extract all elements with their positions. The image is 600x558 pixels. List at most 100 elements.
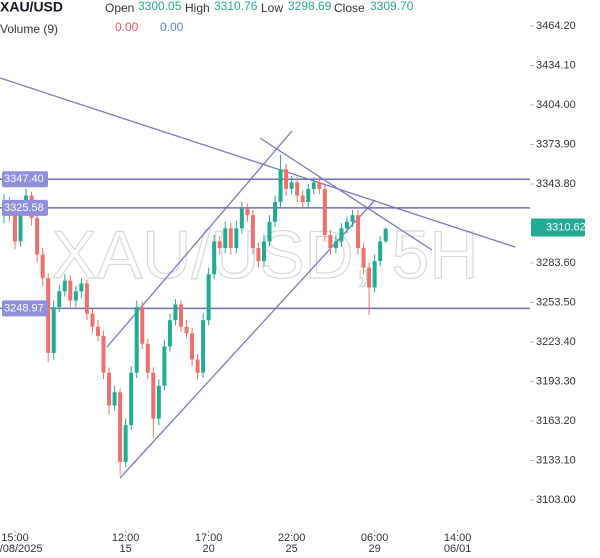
legend-value: 3298.69 [288, 0, 332, 13]
candle-body [35, 217, 40, 255]
y-tick-label: 3404.00 [536, 99, 576, 111]
trend-line [0, 77, 516, 248]
price-tag [531, 218, 585, 237]
candle-body [267, 221, 272, 242]
level-label: 3347.40 [4, 173, 44, 185]
candle-body [350, 215, 355, 222]
price-tag-label: 3310.62 [546, 221, 586, 233]
candle-body [311, 182, 316, 189]
candle-body [151, 372, 156, 419]
y-tick-label: 3253.50 [536, 296, 576, 308]
legend-value: 3310.76 [214, 0, 258, 13]
candle-body [18, 208, 23, 242]
candle-body [383, 228, 388, 242]
candle-body [339, 228, 344, 242]
legend-label: Open [105, 1, 134, 15]
x-tick-label: 17:00 [195, 532, 223, 544]
overlay: 3464.203434.103404.003373.903343.803313.… [0, 20, 586, 555]
candle-body [201, 320, 206, 373]
legend-label: High [185, 1, 210, 15]
candle-body [234, 228, 239, 249]
y-tick-label: 3343.80 [536, 178, 576, 190]
candle-body [322, 188, 327, 235]
candle-body [68, 280, 73, 301]
y-tick-label: 3193.30 [536, 375, 576, 387]
candle-body [212, 241, 217, 275]
x-tick-label: 06:00 [361, 532, 389, 544]
legend-value: 3300.05 [138, 0, 182, 13]
candle-body [378, 241, 383, 262]
y-tick-label: 3223.40 [536, 336, 576, 348]
y-tick-label: 3373.90 [536, 138, 576, 150]
candle-body [278, 169, 283, 203]
y-tick-label: 3103.00 [536, 494, 576, 506]
candle-body [328, 234, 333, 249]
candle-body [73, 291, 78, 301]
candle-body [95, 326, 100, 336]
candle-body [256, 248, 261, 262]
candle-body [40, 254, 45, 279]
candle-body [156, 385, 161, 419]
trend-line [119, 199, 376, 479]
candle-body [284, 169, 289, 189]
candle-body [361, 248, 366, 268]
x-tick-date: 06/01 [444, 543, 472, 555]
level-tag [2, 300, 48, 317]
symbol: XAU/USD [0, 0, 63, 15]
candle-body [300, 195, 305, 203]
candle-body [162, 346, 167, 386]
candle-body [184, 326, 189, 334]
candle-body [239, 208, 244, 229]
x-tick-date: 25 [286, 543, 298, 555]
trend-line [259, 137, 433, 251]
candle-body [134, 307, 139, 373]
x-tick-date: 15 [120, 543, 132, 555]
candle-body [190, 333, 195, 360]
candle-body [223, 228, 228, 249]
candle-body [145, 343, 150, 373]
candle-body [372, 261, 377, 288]
plot [0, 25, 534, 533]
level-label: 3325.58 [4, 202, 44, 214]
x-tick-date: 29 [369, 543, 381, 555]
candle-body [123, 425, 128, 462]
legend-label: Close [334, 1, 365, 15]
candle-body [84, 283, 89, 314]
candle-body [173, 304, 178, 321]
candle-body [140, 307, 145, 344]
legend-label: Low [261, 1, 283, 15]
candle-body [289, 182, 294, 189]
header: XAU/USD Open 3300.05 High 3310.76 Low 32… [0, 0, 414, 36]
level-label: 3248.97 [4, 302, 44, 314]
x-tick-label: 22:00 [278, 532, 306, 544]
candle-body [228, 228, 233, 249]
candle-body [206, 274, 211, 321]
candle-body [57, 291, 62, 308]
y-tick-label: 3283.60 [536, 257, 576, 269]
x-tick-date: 20 [203, 543, 215, 555]
x-tick-label: 15:00 [1, 532, 29, 544]
candle-body [90, 313, 95, 327]
candle-body [118, 392, 123, 462]
candle-body [261, 241, 266, 262]
x-tick-label: 12:00 [112, 532, 140, 544]
level-tag [2, 199, 48, 216]
legend-value: 3309.70 [370, 0, 414, 13]
y-tick-label: 3133.10 [536, 454, 576, 466]
candle-body [129, 372, 134, 426]
candle-body [306, 188, 311, 203]
candle-body [344, 221, 349, 229]
legend-value: 0.00 [160, 20, 184, 34]
candle-body [178, 304, 183, 327]
candle-body [356, 215, 361, 249]
candle-body [112, 392, 117, 406]
candle-body [167, 320, 172, 347]
candle-body [51, 307, 56, 353]
legend-value: 0.00 [115, 20, 139, 34]
candle-body [217, 241, 222, 249]
candle-body [273, 202, 278, 222]
candle-body [333, 241, 338, 249]
y-tick-label: 3163.20 [536, 415, 576, 427]
